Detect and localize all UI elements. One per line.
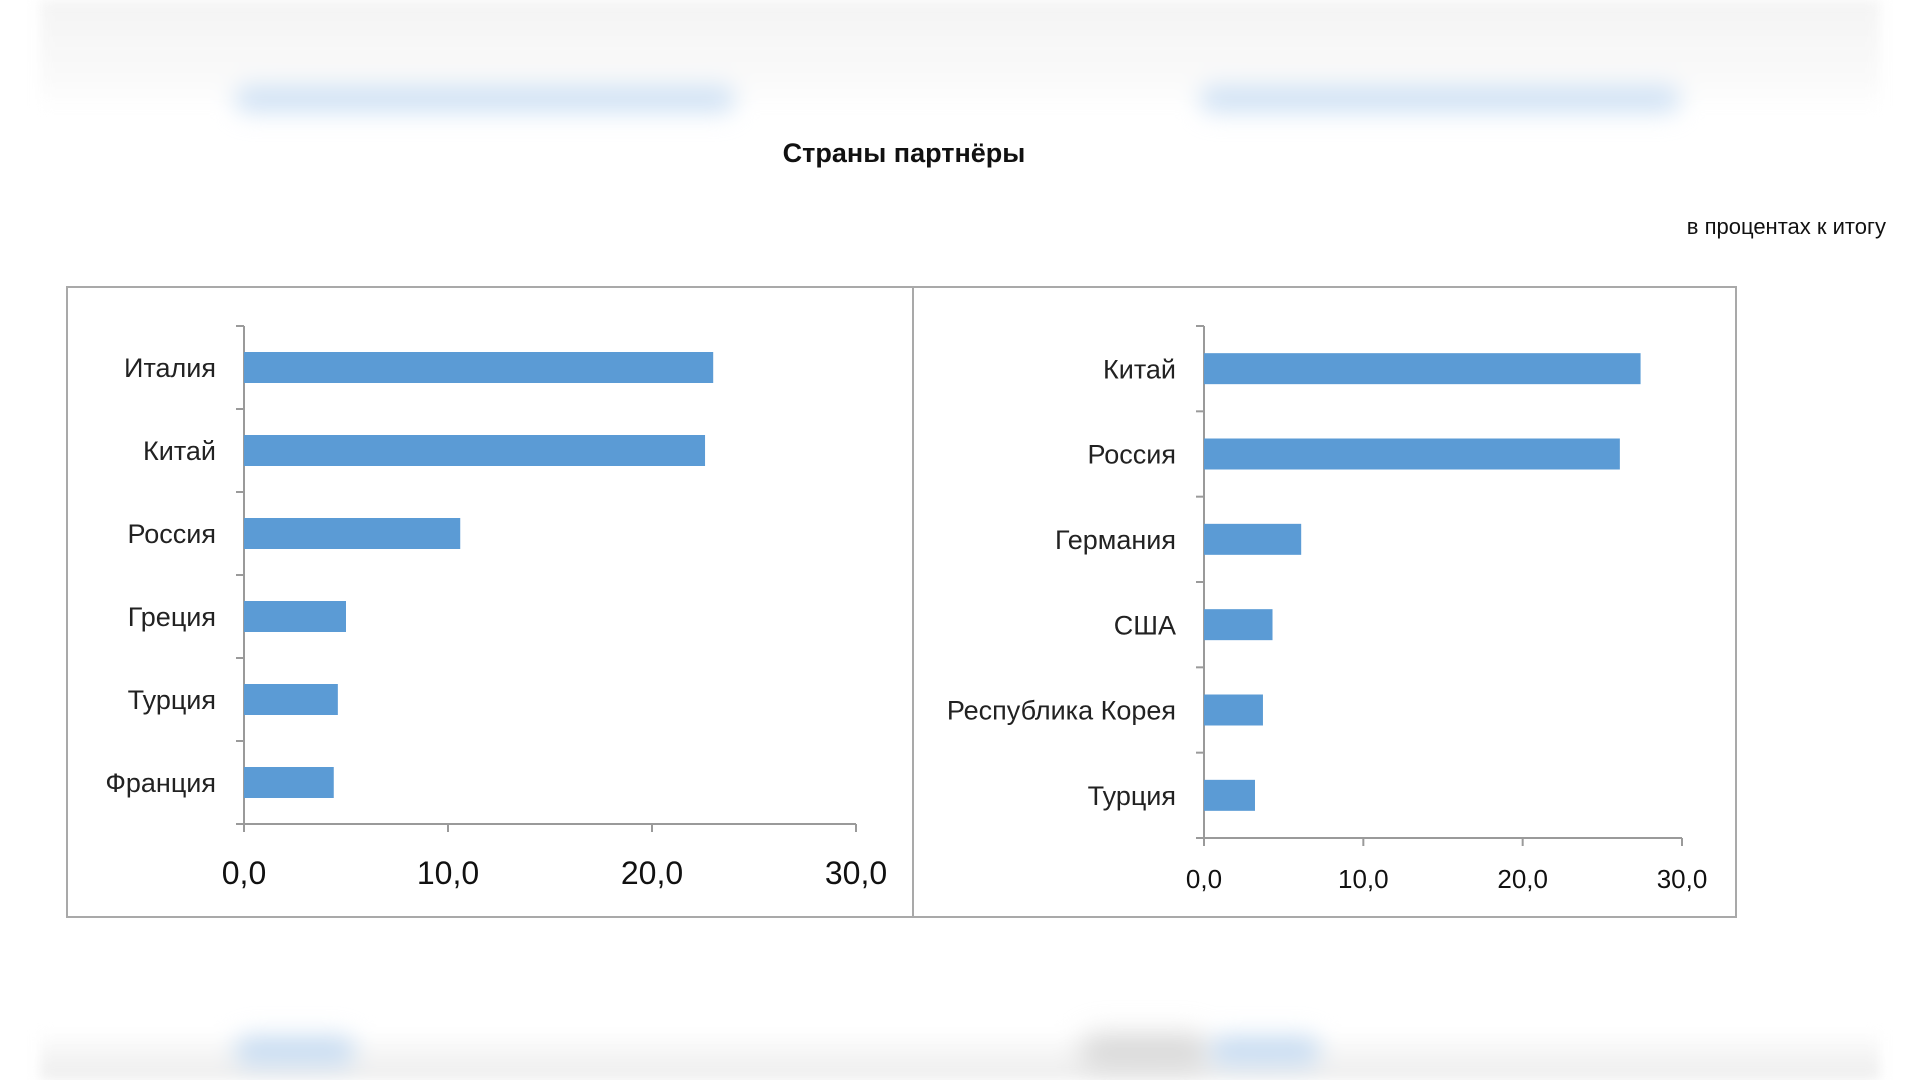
tick-label: 20,0 [621, 855, 683, 891]
blurred-glow [1210, 1036, 1320, 1066]
chart-left-exports: Италия Китай Россия Греция Турция Франция 0,0 1… [105, 325, 887, 891]
tick-label: 10,0 [417, 855, 479, 891]
bar [244, 352, 714, 383]
category-label: США [1114, 610, 1176, 640]
category-label: Россия [1087, 440, 1176, 470]
bar [244, 601, 346, 632]
category-label: Республика Корея [947, 696, 1176, 726]
blurred-background-top [40, 0, 1880, 112]
bar [244, 684, 338, 715]
units-note: в процентах к итогу [1686, 214, 1886, 239]
bar [1204, 353, 1641, 385]
bar [1204, 609, 1273, 641]
category-label: Турция [128, 685, 216, 715]
bar [244, 435, 706, 466]
category-label: Россия [127, 519, 216, 549]
bar [244, 518, 461, 549]
category-label: Германия [1055, 525, 1176, 555]
chart-frame [66, 286, 1737, 918]
blurred-shade [1080, 1034, 1210, 1070]
category-label: Турция [1088, 781, 1176, 811]
panel-divider [912, 286, 914, 918]
tick-label: 10,0 [1338, 864, 1389, 894]
blurred-glow [1200, 86, 1680, 112]
chart-title: Страны партнёры [782, 138, 1026, 168]
category-label: Китай [143, 436, 216, 466]
bar [1204, 438, 1620, 470]
bar [1204, 523, 1302, 555]
bar [1204, 694, 1263, 726]
tick-label: 0,0 [222, 855, 266, 891]
blurred-background-bottom [40, 1030, 1880, 1080]
chart-right-imports: Китай Россия Германия США Республика Корея Ту… [947, 325, 1708, 894]
blurred-glow [235, 1036, 355, 1066]
bar [1204, 779, 1255, 811]
tick-label: 0,0 [1186, 864, 1222, 894]
category-label: Китай [1103, 354, 1176, 384]
tick-label: 20,0 [1497, 864, 1548, 894]
bar [244, 767, 334, 798]
category-label: Италия [124, 353, 216, 383]
tick-label: 30,0 [825, 855, 887, 891]
tick-label: 30,0 [1657, 864, 1708, 894]
category-label: Греция [128, 602, 216, 632]
blurred-glow [235, 86, 735, 112]
category-label: Франция [105, 768, 216, 798]
